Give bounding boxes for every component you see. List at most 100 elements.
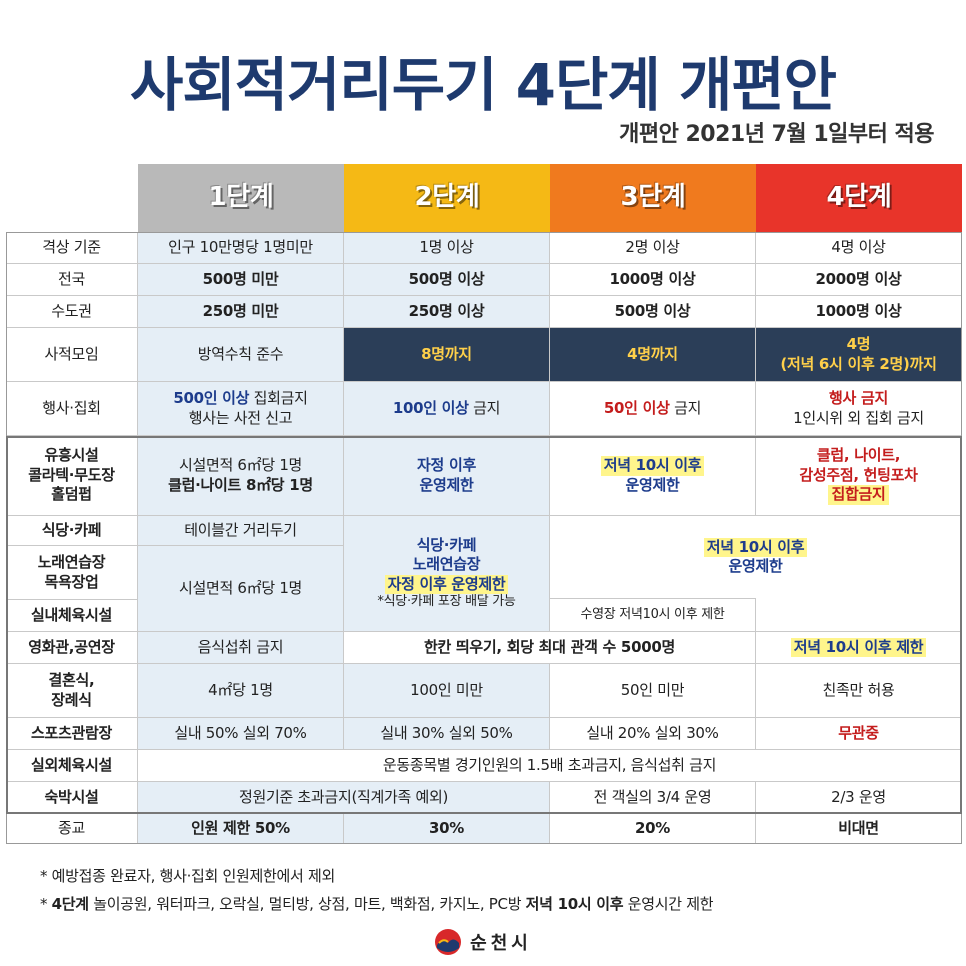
row-label-outdoor-sports: 실외체육시설 — [6, 750, 138, 782]
wedding-stage1: 4㎡당 1명 — [138, 664, 344, 718]
footnote-2-bold1: 4단계 — [51, 895, 89, 913]
events-stage4-line2: 1인시위 외 집회 금지 — [793, 408, 924, 427]
nightlife-stage1: 시설면적 6㎡당 1명 클럽·나이트 8㎡당 1명 — [138, 436, 344, 516]
nightlife-stage2: 자정 이후 운영제한 — [344, 436, 550, 516]
stage-1-header: 1단계 — [138, 164, 344, 232]
merged-stage34-line1: 저녁 10시 이후 — [703, 537, 808, 557]
events-stage1-emphasis: 500인 이상 — [173, 389, 250, 407]
nation-stage4: 2000명 이상 — [756, 264, 962, 296]
nightlife-label-line1: 유흥시설 — [44, 446, 99, 465]
nightlife-stage4: 클럽, 나이트, 감성주점, 헌팅포차 집합금지 — [756, 436, 962, 516]
karaoke-label-line2: 목욕장업 — [44, 572, 99, 591]
nightlife-stage2-line2: 운영제한 — [419, 475, 474, 494]
footnote-2: * 4단계 놀이공원, 워터파크, 오락실, 멀티방, 상점, 마트, 백화점,… — [40, 890, 714, 918]
karaoke-stage1: 시설면적 6㎡당 1명 — [138, 546, 344, 632]
indoor-sports-stage4-blank — [756, 598, 962, 632]
org-name: 순천시 — [470, 933, 532, 954]
row-label-cinema: 영화관,공연장 — [6, 632, 138, 664]
row-label-religion: 종교 — [6, 814, 138, 844]
karaoke-label-line1: 노래연습장 — [37, 553, 106, 571]
cinema-stage4-text: 저녁 10시 이후 제한 — [790, 637, 927, 658]
footnote-2-mid: 놀이공원, 워터파크, 오락실, 멀티방, 상점, 마트, 백화점, 카지노, … — [88, 895, 526, 913]
nightlife-stage4-line2: 감성주점, 헌팅포차 — [799, 465, 918, 484]
events-stage3-line: 50인 이상 금지 — [604, 399, 701, 419]
sports-view-stage1: 실내 50% 실외 70% — [138, 718, 344, 750]
events-stage3-emphasis: 50인 이상 — [603, 398, 670, 417]
row-label-indoor-sports: 실내체육시설 — [6, 600, 138, 632]
capital-stage1: 250명 미만 — [138, 296, 344, 328]
nightlife-stage3-line2: 운영제한 — [625, 475, 680, 494]
gathering-stage2: 8명까지 — [344, 328, 550, 382]
upgrade-stage3: 2명 이상 — [550, 232, 756, 264]
wedding-stage4: 친족만 허용 — [756, 664, 962, 718]
religion-stage2: 30% — [344, 814, 550, 844]
events-stage4-line1: 행사 금지 — [829, 389, 888, 407]
events-stage2: 100인 이상 금지 — [344, 382, 550, 436]
footnote-2-bold2: 저녁 10시 이후 — [525, 895, 624, 913]
nation-stage2: 500명 이상 — [344, 264, 550, 296]
merged-stage2-line3: 자정 이후 운영제한 — [384, 574, 509, 595]
footnote-2-prefix: * — [40, 895, 52, 913]
events-stage1: 500인 이상 집회금지 행사는 사전 신고 — [138, 382, 344, 436]
lodging-stage12: 정원기준 초과금지(직계가족 예외) — [138, 782, 550, 814]
row-label-lodging: 숙박시설 — [6, 782, 138, 814]
merged-stage2-note: *식당·카페 포장 배달 가능 — [377, 594, 516, 610]
footer: 순천시 — [0, 928, 966, 956]
row-label-karaoke: 노래연습장 목욕장업 — [6, 546, 138, 600]
events-stage3-rest: 금지 — [669, 398, 702, 417]
stage-2-header: 2단계 — [344, 164, 550, 232]
capital-stage3: 500명 이상 — [550, 296, 756, 328]
religion-stage3: 20% — [550, 814, 756, 844]
lodging-stage4: 2/3 운영 — [756, 782, 962, 814]
merged-stage34: 저녁 10시 이후 운영제한 — [550, 516, 962, 598]
row-label-sports-view: 스포츠관람장 — [6, 718, 138, 750]
cinema-stage23: 한칸 띄우기, 회당 최대 관객 수 5000명 — [344, 632, 756, 664]
gathering-stage3: 4명까지 — [550, 328, 756, 382]
footnote-2-suffix: 운영시간 제한 — [623, 895, 714, 913]
sports-view-stage3: 실내 20% 실외 30% — [550, 718, 756, 750]
nightlife-label-line2: 콜라텍·무도장 — [28, 465, 115, 484]
religion-stage1: 인원 제한 50% — [138, 814, 344, 844]
nightlife-stage3-line1: 저녁 10시 이후 — [600, 456, 705, 476]
nightlife-stage1-line2: 클럽·나이트 8㎡당 1명 — [168, 475, 313, 494]
page-title: 사회적거리두기 4단계 개편안 — [129, 51, 837, 119]
gathering-stage4-line2: (저녁 6시 이후 2명)까지 — [780, 354, 937, 373]
row-label-nation: 전국 — [6, 264, 138, 296]
nightlife-label-line3: 홀덤펍 — [51, 485, 92, 504]
cinema-stage1: 음식섭취 금지 — [138, 632, 344, 664]
merged-stage2: 식당·카페 노래연습장 자정 이후 운영제한 *식당·카페 포장 배달 가능 — [344, 516, 550, 632]
nation-stage3: 1000명 이상 — [550, 264, 756, 296]
upgrade-stage4: 4명 이상 — [756, 232, 962, 264]
nightlife-stage4-line3: 집합금지 — [828, 485, 889, 505]
suncheon-logo-icon — [435, 929, 462, 955]
events-stage1-line2: 행사는 사전 신고 — [188, 408, 293, 427]
cafe-stage1: 테이블간 거리두기 — [138, 516, 344, 546]
events-stage1-rest: 집회금지 — [249, 389, 308, 407]
page-subtitle: 개편안 2021년 7월 1일부터 적용 — [619, 122, 934, 147]
events-stage4: 행사 금지 1인시위 외 집회 금지 — [756, 382, 962, 436]
header-blank — [6, 164, 138, 232]
row-label-nightlife: 유흥시설 콜라텍·무도장 홀덤펍 — [6, 436, 138, 516]
merged-stage2-line1: 식당·카페 — [416, 535, 477, 554]
stage-4-header: 4단계 — [756, 164, 962, 232]
events-stage2-line: 100인 이상 금지 — [392, 398, 501, 419]
wedding-label-line1: 결혼식, — [48, 671, 95, 689]
row-label-cafe: 식당·카페 — [6, 516, 138, 546]
capital-stage2: 250명 이상 — [344, 296, 550, 328]
footnotes: * 예방접종 완료자, 행사·집회 인원제한에서 제외 * 4단계 놀이공원, … — [40, 862, 714, 918]
events-stage3: 50인 이상 금지 — [550, 382, 756, 436]
wedding-stage3: 50인 미만 — [550, 664, 756, 718]
footnote-1: * 예방접종 완료자, 행사·집회 인원제한에서 제외 — [40, 867, 335, 885]
events-stage2-emphasis: 100인 이상 — [392, 398, 469, 417]
stage-3-header: 3단계 — [550, 164, 756, 232]
merged-stage34-line2: 운영제한 — [728, 557, 783, 575]
row-label-upgrade: 격상 기준 — [6, 232, 138, 264]
nation-stage1: 500명 미만 — [138, 264, 344, 296]
gathering-stage4: 4명 (저녁 6시 이후 2명)까지 — [756, 328, 962, 382]
upgrade-stage2: 1명 이상 — [344, 232, 550, 264]
row-label-gathering: 사적모임 — [6, 328, 138, 382]
gathering-stage1: 방역수칙 준수 — [138, 328, 344, 382]
religion-stage4: 비대면 — [756, 814, 962, 844]
events-stage1-line1: 500인 이상 집회금지 — [173, 389, 308, 409]
sports-view-stage4: 무관중 — [756, 718, 962, 750]
